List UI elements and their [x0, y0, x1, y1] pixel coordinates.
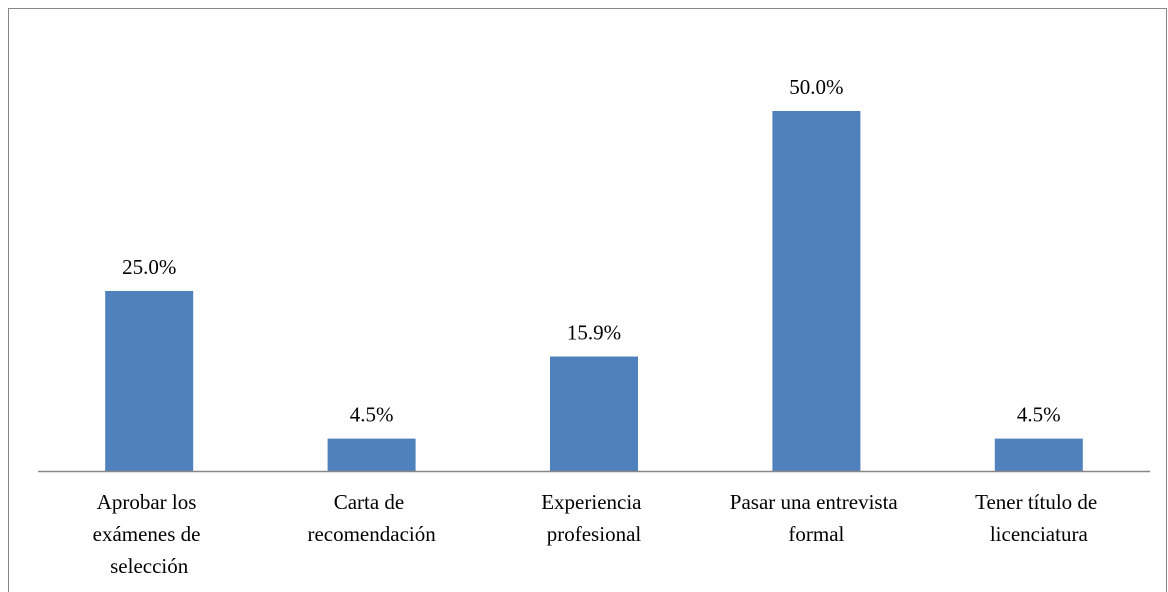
x-tick-label: Aprobar los exámenes de selección [93, 490, 206, 578]
chart-frame [8, 8, 1167, 592]
bar [327, 438, 416, 471]
data-label: 4.5% [1017, 402, 1061, 426]
x-tick-label: Tener título de licenciatura [975, 490, 1102, 546]
data-label: 15.9% [567, 320, 621, 344]
x-tick-label: Pasar una entrevista formal [730, 490, 903, 546]
data-label: 4.5% [350, 402, 394, 426]
bar [772, 111, 861, 471]
bar [105, 291, 194, 471]
bar [550, 356, 638, 471]
data-label: 50.0% [789, 75, 843, 99]
data-label: 25.0% [122, 255, 176, 279]
x-tick-label: Carta de recomendación [307, 490, 436, 546]
bar [994, 438, 1083, 471]
x-tick-label: Experiencia profesional [541, 490, 647, 546]
